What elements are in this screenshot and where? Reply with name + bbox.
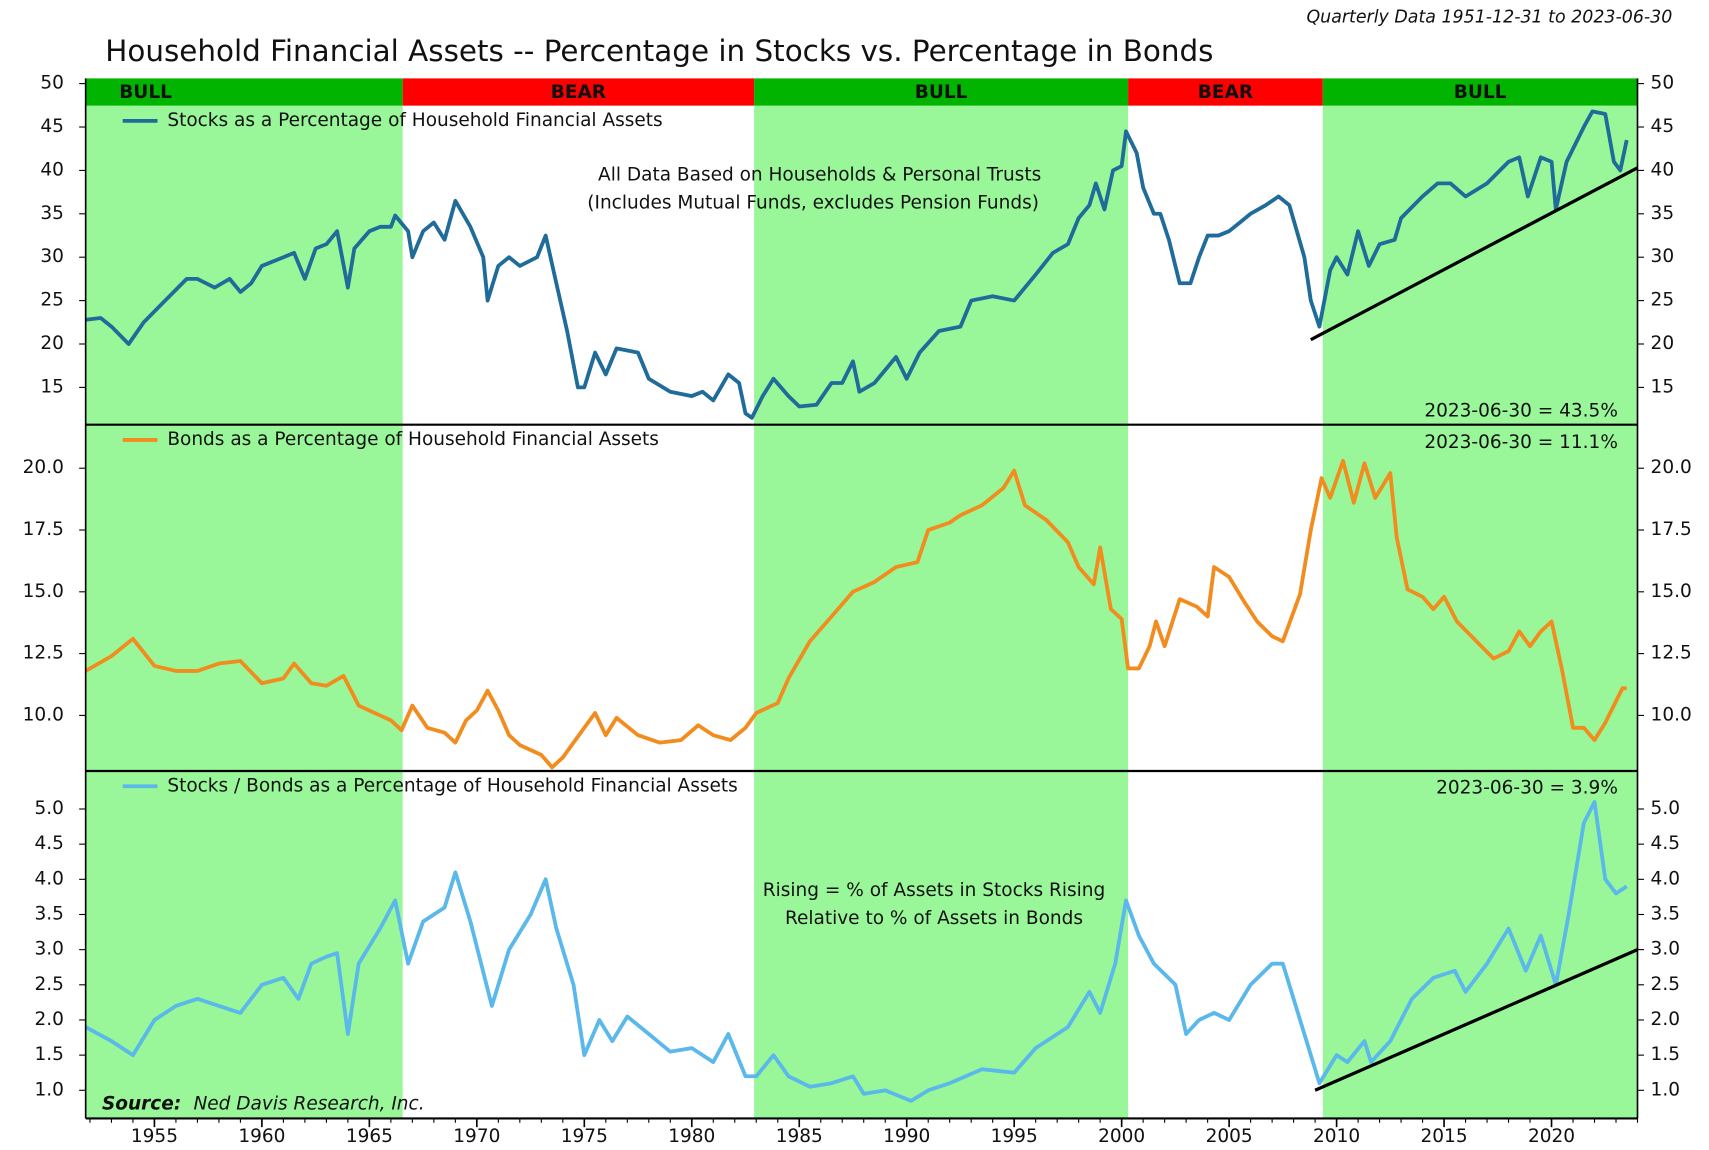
- y-tick-label: 1.5: [34, 1044, 63, 1065]
- y-tick-label: 30: [40, 246, 64, 267]
- y-tick-label: 25: [40, 290, 64, 311]
- regime-label: BULL: [1454, 82, 1507, 103]
- bull-shade: [1322, 105, 1638, 1119]
- y-tick-label: 2.5: [34, 974, 63, 995]
- regime-label: BEAR: [1198, 82, 1253, 103]
- trend-line: [1310, 166, 1639, 342]
- y2-tick-label: 2.0: [1651, 1009, 1680, 1030]
- regime-label: BULL: [119, 82, 172, 103]
- y2-tick-label: 35: [1651, 203, 1675, 224]
- y2-tick-label: 5.0: [1651, 798, 1680, 819]
- last-value-label: 2023-06-30 = 11.1%: [1424, 432, 1618, 453]
- y2-tick-label: 50: [1651, 73, 1675, 94]
- y-tick-label: 20.0: [23, 457, 64, 478]
- x-tick-label: 2015: [1421, 1126, 1468, 1147]
- y2-tick-label: 1.5: [1651, 1044, 1680, 1065]
- y-tick-label: 10.0: [23, 704, 64, 725]
- y2-tick-label: 2.5: [1651, 974, 1680, 995]
- source-label: Source:: [102, 1093, 181, 1114]
- regime-bar: [754, 78, 1129, 106]
- regime-bar: [1322, 78, 1638, 106]
- y2-tick-label: 1.0: [1651, 1079, 1680, 1100]
- regime-label: BEAR: [551, 82, 606, 103]
- y-tick-label: 17.5: [23, 519, 64, 540]
- regime-bar: [1128, 78, 1323, 106]
- x-tick-label: 2005: [1206, 1126, 1253, 1147]
- y-tick-label: 12.5: [23, 643, 64, 664]
- x-tick-label: 1980: [668, 1126, 715, 1147]
- y-tick-label: 15.0: [23, 581, 64, 602]
- y2-tick-label: 12.5: [1651, 643, 1692, 664]
- background-layer: [85, 105, 1638, 1119]
- x-tick-label: 1975: [561, 1126, 608, 1147]
- x-tick-label: 1955: [131, 1126, 178, 1147]
- y-tick-label: 40: [40, 159, 64, 180]
- annotation: Relative to % of Assets in Bonds: [785, 908, 1083, 929]
- last-value-label: 2023-06-30 = 43.5%: [1424, 401, 1618, 422]
- y2-tick-label: 25: [1651, 290, 1675, 311]
- y2-tick-label: 45: [1651, 116, 1675, 137]
- legend-label: Bonds as a Percentage of Household Finan…: [167, 429, 659, 450]
- y2-tick-label: 10.0: [1651, 704, 1692, 725]
- x-tick-label: 2000: [1098, 1126, 1145, 1147]
- y-tick-label: 35: [40, 203, 64, 224]
- chart-title: Household Financial Assets -- Percentage…: [105, 34, 1213, 68]
- regime-bar: [85, 78, 403, 106]
- x-tick-label: 2010: [1313, 1126, 1360, 1147]
- x-tick-label: 1990: [883, 1126, 930, 1147]
- x-tick-label: 1965: [346, 1126, 393, 1147]
- y2-tick-label: 3.0: [1651, 939, 1680, 960]
- x-tick-label: 1995: [991, 1126, 1038, 1147]
- y2-tick-label: 17.5: [1651, 519, 1692, 540]
- bull-shade: [85, 105, 403, 1119]
- y2-tick-label: 4.0: [1651, 868, 1680, 889]
- y2-tick-label: 20.0: [1651, 457, 1692, 478]
- subtitle: Quarterly Data 1951-12-31 to 2023-06-30: [1306, 7, 1672, 27]
- series-line: [84, 800, 1628, 1103]
- annotation: (Includes Mutual Funds, excludes Pension…: [587, 193, 1039, 214]
- x-tick-label: 1985: [776, 1126, 823, 1147]
- y-tick-label: 50: [40, 73, 64, 94]
- y2-tick-label: 3.5: [1651, 903, 1680, 924]
- legend-label: Stocks as a Percentage of Household Fina…: [167, 110, 662, 131]
- regime-label: BULL: [915, 82, 968, 103]
- y-tick-label: 5.0: [34, 798, 63, 819]
- y2-tick-label: 20: [1651, 333, 1675, 354]
- y-tick-label: 20: [40, 333, 64, 354]
- x-tick-label: 2020: [1528, 1126, 1575, 1147]
- x-tick-label: 1960: [238, 1126, 285, 1147]
- y2-tick-label: 15: [1651, 376, 1675, 397]
- y2-tick-label: 15.0: [1651, 581, 1692, 602]
- x-tick-label: 1970: [453, 1126, 500, 1147]
- bull-shade: [754, 105, 1129, 1119]
- trend-line: [1314, 948, 1639, 1092]
- y-tick-label: 3.5: [34, 903, 63, 924]
- series-line: [84, 458, 1627, 770]
- last-value-label: 2023-06-30 = 3.9%: [1436, 777, 1618, 798]
- y-tick-label: 4.0: [34, 868, 63, 889]
- y-tick-label: 1.0: [34, 1079, 63, 1100]
- y-tick-label: 2.0: [34, 1009, 63, 1030]
- annotation: All Data Based on Households & Personal …: [598, 164, 1041, 185]
- regime-bar: [402, 78, 755, 106]
- legend-label: Stocks / Bonds as a Percentage of Househ…: [167, 775, 737, 796]
- series-line: [85, 109, 1629, 420]
- y-tick-label: 45: [40, 116, 64, 137]
- y2-tick-label: 40: [1651, 159, 1675, 180]
- y2-tick-label: 4.5: [1651, 833, 1680, 854]
- y-tick-label: 4.5: [34, 833, 63, 854]
- source: Ned Davis Research, Inc.: [193, 1093, 424, 1114]
- y-tick-label: 3.0: [34, 939, 63, 960]
- annotation: Rising = % of Assets in Stocks Rising: [763, 880, 1105, 901]
- y2-tick-label: 30: [1651, 246, 1675, 267]
- y-tick-label: 15: [40, 376, 64, 397]
